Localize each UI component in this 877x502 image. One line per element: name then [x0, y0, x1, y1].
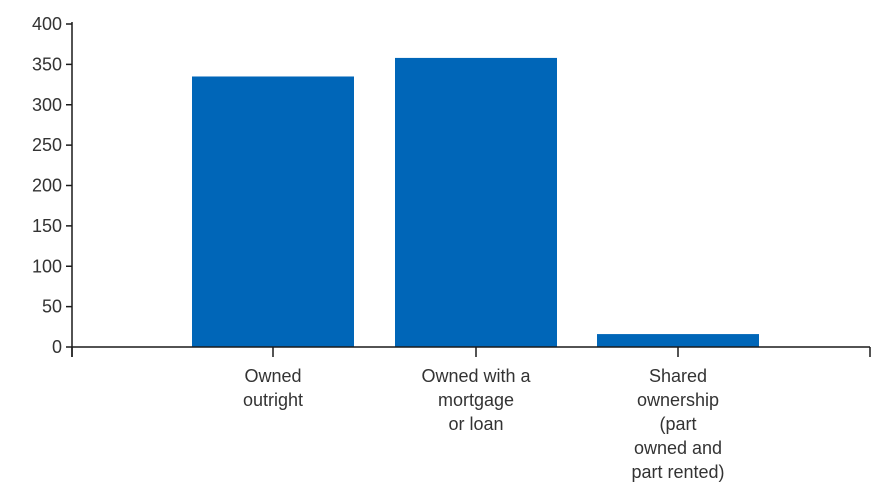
x-category-label-line: (part — [659, 414, 696, 434]
x-axis: Owned outright Owned with a mortgage or loan… — [71, 346, 871, 482]
bars — [192, 57, 759, 348]
x-category-label: Owned outright — [243, 366, 303, 410]
x-category-label: Shared ownership (part owned and part rented… — [631, 366, 724, 482]
x-category-label-line: ownership — [637, 390, 719, 410]
y-tick-label: 250 — [32, 135, 62, 155]
y-tick-label: 350 — [32, 54, 62, 74]
y-tick-label: 0 — [52, 337, 62, 357]
x-category-label-line: mortgage — [438, 390, 514, 410]
x-category-label-line: Owned — [244, 366, 301, 386]
x-category-label-line: owned and — [634, 438, 722, 458]
y-tick-label: 150 — [32, 216, 62, 236]
y-tick-label: 400 — [32, 14, 62, 34]
bar — [395, 57, 557, 347]
x-category-label-line: Shared — [649, 366, 707, 386]
y-tick-label: 50 — [42, 297, 62, 317]
x-category-label: Owned with a mortgage or loan — [421, 366, 531, 434]
x-category-label-line: part rented) — [631, 462, 724, 482]
x-category-label-line: outright — [243, 390, 303, 410]
bar — [597, 334, 759, 347]
y-tick-label: 100 — [32, 256, 62, 276]
y-tick-label: 300 — [32, 95, 62, 115]
y-tick-label: 200 — [32, 176, 62, 196]
x-category-label-line: or loan — [448, 414, 503, 434]
bar — [192, 76, 354, 348]
y-axis: 0 50 100 150 200 250 300 350 400 — [32, 14, 73, 357]
x-category-label-line: Owned with a — [421, 366, 531, 386]
